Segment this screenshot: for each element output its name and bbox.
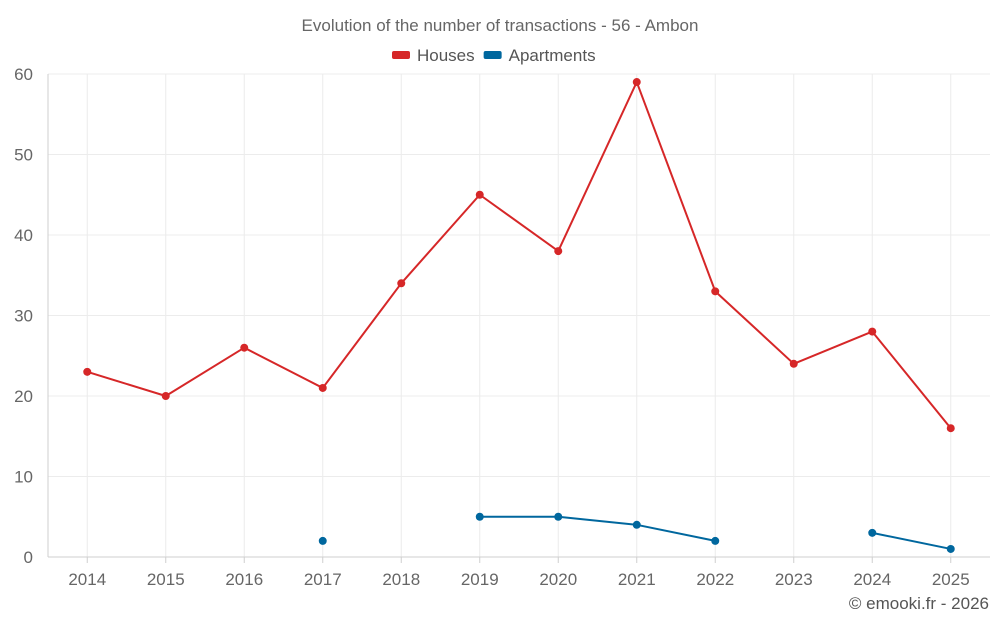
- houses-point-2015[interactable]: [161, 392, 170, 400]
- apartments-point-2020[interactable]: [554, 512, 563, 521]
- y-tick-label: 20: [14, 387, 33, 406]
- y-tick-label: 0: [24, 548, 33, 567]
- credit-text: © emooki.fr - 2026: [849, 594, 989, 613]
- y-tick-label: 50: [14, 146, 33, 165]
- houses-point-2014[interactable]: [83, 367, 92, 376]
- houses-point-2023[interactable]: [789, 359, 798, 368]
- x-tick-label: 2020: [539, 570, 577, 589]
- x-tick-label: 2024: [853, 570, 891, 589]
- legend[interactable]: Houses Apartments: [392, 46, 596, 65]
- x-tick-label: 2014: [68, 570, 106, 589]
- x-tick-label: 2016: [225, 570, 263, 589]
- x-tick-label: 2023: [775, 570, 813, 589]
- chart-title: Evolution of the number of transactions …: [302, 16, 699, 35]
- y-tick-label: 30: [14, 307, 33, 326]
- x-tick-label: 2018: [382, 570, 420, 589]
- x-tick-label: 2025: [932, 570, 970, 589]
- apartments-point-2022[interactable]: [711, 536, 720, 545]
- legend-label-houses: Houses: [417, 46, 475, 65]
- legend-swatch-apartments: [483, 51, 502, 59]
- houses-point-2020[interactable]: [554, 247, 563, 256]
- x-tick-label: 2017: [304, 570, 342, 589]
- apartments-line: [479, 515, 716, 542]
- grid: [48, 73, 990, 557]
- houses-point-2025[interactable]: [946, 424, 955, 433]
- axes: 0 10 20 30 40 50 60 2014 2015 2016 2017 2018 2019 202…: [14, 65, 990, 589]
- series-layer: [83, 78, 955, 553]
- houses-line: [86, 81, 952, 429]
- houses-point-2021[interactable]: [632, 78, 641, 87]
- legend-label-apartments: Apartments: [509, 46, 596, 65]
- series-houses: [83, 78, 955, 433]
- houses-point-2019[interactable]: [475, 190, 484, 199]
- y-tick-label: 40: [14, 226, 33, 245]
- houses-point-2018[interactable]: [397, 279, 406, 288]
- x-tick-label: 2021: [618, 570, 656, 589]
- apartments-point-2024[interactable]: [868, 528, 877, 537]
- y-tick-label: 10: [14, 468, 33, 487]
- y-tick-label: 60: [14, 65, 33, 84]
- legend-item-apartments[interactable]: Apartments: [483, 46, 596, 65]
- houses-point-2022[interactable]: [711, 287, 720, 296]
- legend-item-houses[interactable]: Houses: [392, 46, 475, 65]
- legend-swatch-houses: [392, 51, 410, 59]
- apartments-point-2021[interactable]: [632, 520, 641, 529]
- houses-point-2016[interactable]: [240, 343, 249, 352]
- x-tick-label: 2022: [696, 570, 734, 589]
- apartments-point-2025[interactable]: [946, 544, 955, 553]
- apartments-point-2019[interactable]: [475, 512, 484, 521]
- x-tick-label: 2015: [147, 570, 185, 589]
- apartments-point-2017[interactable]: [318, 536, 327, 545]
- houses-point-2017[interactable]: [318, 383, 327, 392]
- houses-point-2024[interactable]: [868, 327, 877, 336]
- series-apartments: [318, 512, 955, 553]
- x-tick-label: 2019: [461, 570, 499, 589]
- apartments-line: [872, 531, 951, 550]
